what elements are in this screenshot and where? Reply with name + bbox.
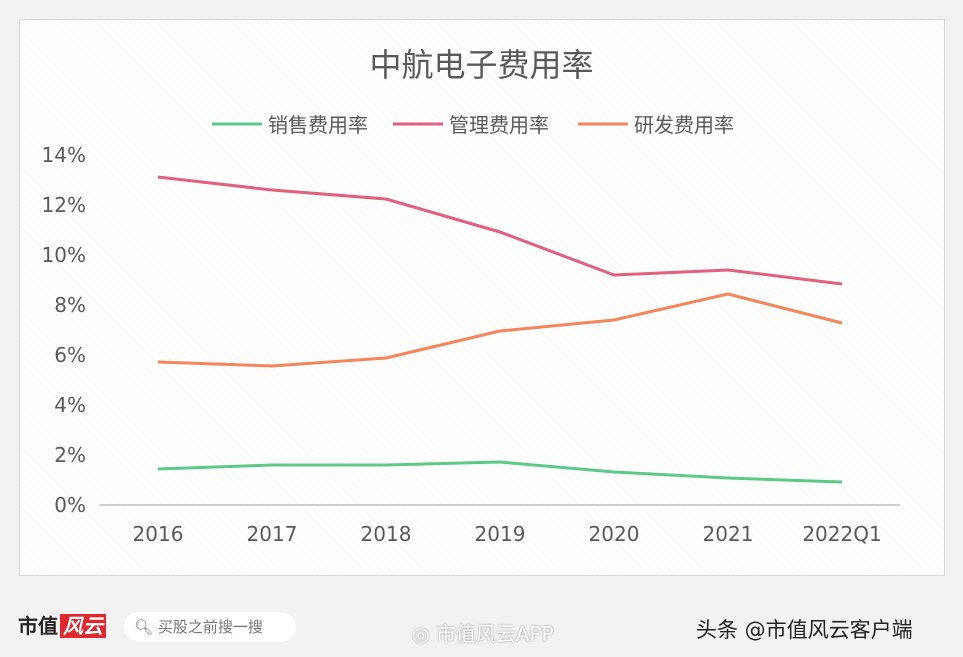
chart-title: 中航电子费用率: [369, 46, 594, 84]
legend-label: 研发费用率: [634, 113, 734, 137]
y-tick-label: 6%: [54, 343, 86, 367]
x-tick-label: 2022Q1: [802, 522, 881, 546]
series-line-2: [157, 292, 843, 368]
chart-card: [19, 19, 945, 576]
search-input[interactable]: 🔍︎ 买股之前搜一搜: [124, 612, 296, 642]
footer: 市值 风云 🔍︎ 买股之前搜一搜 ◎ 市值风云APP 头条 @市值风云客户端: [0, 590, 963, 657]
x-tick-label: 2019: [475, 522, 526, 546]
x-tick-label: 2016: [133, 522, 184, 546]
x-tick-label: 2017: [247, 522, 298, 546]
series-line-1: [157, 175, 843, 286]
toutiao-handle: 头条 @市值风云客户端: [696, 618, 913, 642]
legend-label: 管理费用率: [449, 113, 549, 137]
y-tick-label: 4%: [54, 393, 86, 417]
y-tick-label: 2%: [54, 443, 86, 467]
y-tick-label: 0%: [54, 493, 86, 517]
logo: 市值 风云: [18, 610, 106, 639]
x-tick-label: 2018: [361, 522, 412, 546]
x-tick-label: 2020: [589, 522, 640, 546]
y-tick-label: 12%: [42, 193, 86, 217]
y-tick-label: 10%: [42, 243, 86, 267]
legend-label: 销售费用率: [268, 113, 368, 137]
y-tick-label: 14%: [42, 143, 86, 167]
search-icon: 🔍︎: [134, 618, 154, 636]
y-tick-label: 8%: [54, 293, 86, 317]
weibo-icon: ◎: [412, 622, 430, 646]
series-line-0: [157, 460, 843, 484]
weibo-watermark: ◎ 市值风云APP: [412, 622, 554, 646]
line-chart: 0% 2% 4% 6% 8% 10% 12% 14% 2016 2017 2018 2019 2020 2…: [42, 113, 900, 546]
x-tick-label: 2021: [703, 522, 754, 546]
